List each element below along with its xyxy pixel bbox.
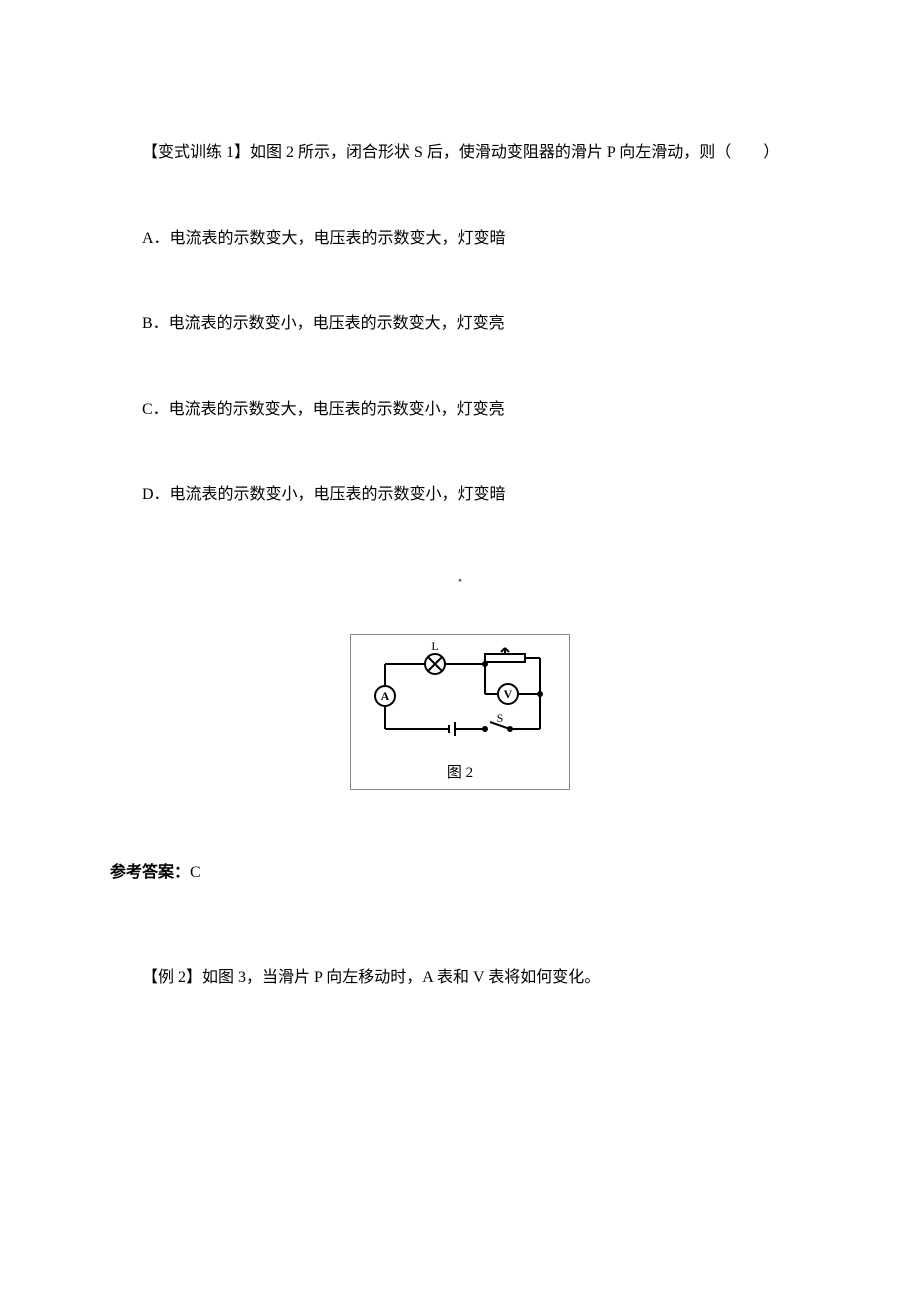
- marker-icon: ▪: [458, 575, 462, 586]
- choice-d: D．电流表的示数变小，电压表的示数变小，灯变暗: [110, 482, 810, 508]
- answer-label: 参考答案：: [110, 864, 190, 881]
- figure-caption: 图 2: [355, 759, 565, 789]
- choice-b: B．电流表的示数变小，电压表的示数变大，灯变亮: [110, 311, 810, 337]
- example-2-text: 【例 2】如图 3，当滑片 P 向左移动时，A 表和 V 表将如何变化。: [142, 969, 600, 986]
- choice-text: C．电流表的示数变大，电压表的示数变小，灯变亮: [142, 401, 505, 418]
- choice-text: B．电流表的示数变小，电压表的示数变大，灯变亮: [142, 315, 505, 332]
- circuit-figure: L A V S 图 2: [110, 634, 810, 790]
- lamp-label-text: L: [431, 639, 438, 653]
- example-2: 【例 2】如图 3，当滑片 P 向左移动时，A 表和 V 表将如何变化。: [110, 965, 810, 991]
- circuit-diagram: L A V S: [355, 639, 565, 759]
- voltmeter-label-text: V: [504, 687, 513, 701]
- choice-text: A．电流表的示数变大，电压表的示数变大，灯变暗: [142, 230, 506, 247]
- answer-value: C: [190, 864, 201, 881]
- ammeter-label-text: A: [381, 689, 390, 703]
- choice-c: C．电流表的示数变大，电压表的示数变小，灯变亮: [110, 397, 810, 423]
- choice-a: A．电流表的示数变大，电压表的示数变大，灯变暗: [110, 226, 810, 252]
- question-stem: 【变式训练 1】如图 2 所示，闭合形状 S 后，使滑动变阻器的滑片 P 向左滑…: [110, 140, 810, 166]
- figure-border: L A V S 图 2: [350, 634, 570, 790]
- stem-blank: [731, 144, 763, 161]
- stem-suffix: ）: [763, 144, 779, 161]
- choice-text: D．电流表的示数变小，电压表的示数变小，灯变暗: [142, 486, 506, 503]
- switch-label-text: S: [497, 711, 504, 725]
- stem-prefix: 【变式训练 1】如图 2 所示，闭合形状 S 后，使滑动变阻器的滑片 P 向左滑…: [142, 144, 731, 161]
- reference-answer: 参考答案：C: [110, 860, 810, 886]
- figure-marker: ▪: [110, 568, 810, 594]
